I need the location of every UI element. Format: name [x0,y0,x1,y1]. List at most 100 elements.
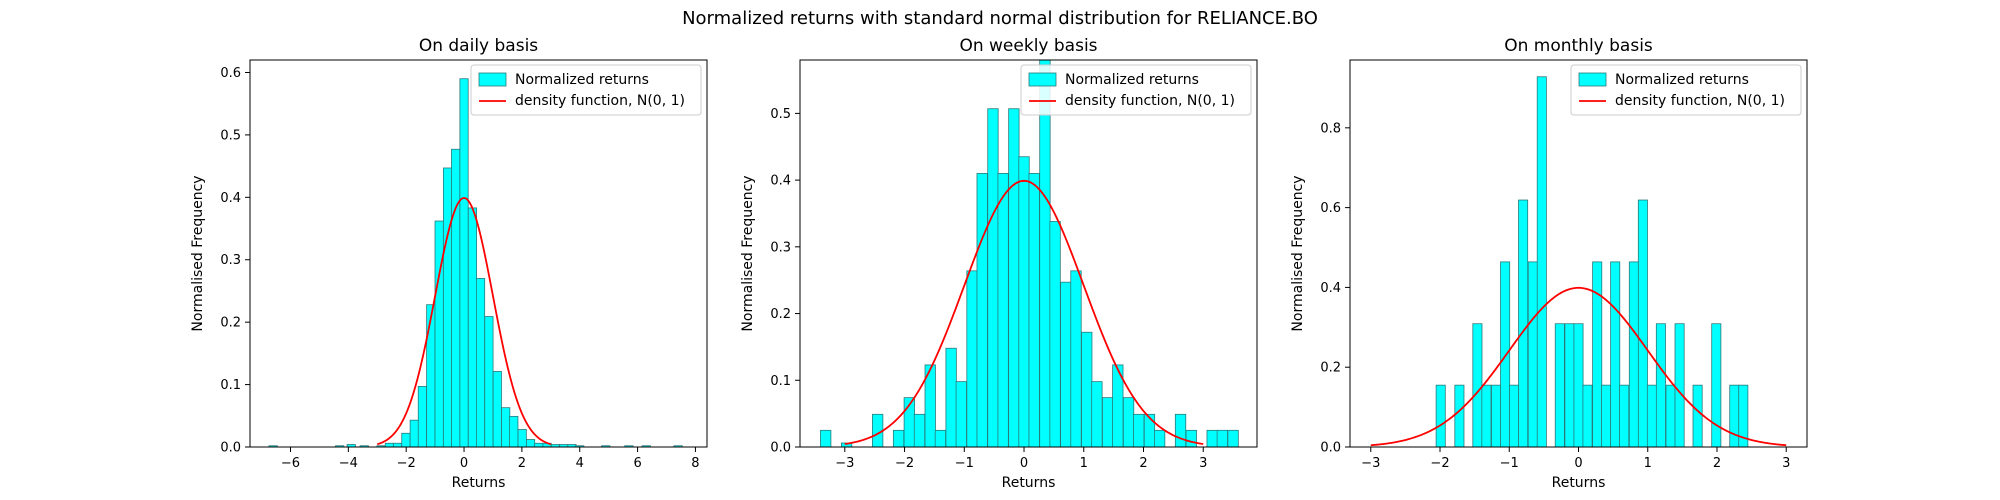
histogram-bar [1472,323,1483,447]
histogram-bar [955,381,967,447]
histogram-bar [1435,384,1446,447]
histogram-bar [1637,199,1648,447]
x-tick-label: −1 [1500,456,1519,471]
legend-box [470,64,702,116]
histogram-bar [1729,384,1740,447]
histogram-bar [1049,221,1061,447]
histogram-bar [1619,384,1630,447]
y-tick-label: 0.8 [1320,121,1341,136]
histogram-bar [924,364,936,447]
histogram-bar [624,445,634,447]
histogram-bar [1592,261,1603,447]
density-curve [1370,286,1787,447]
y-tick-label: 0.5 [220,128,241,143]
histogram-bar [966,270,978,447]
x-axis-label: Returns [1002,475,1056,491]
x-tick-label: −6 [281,456,300,471]
x-tick-label: −4 [339,456,358,471]
subplot-title: On monthly basis [1504,36,1653,56]
histogram-bar [1646,384,1657,447]
histogram-bar [1655,323,1666,447]
histogram-bar [509,416,519,447]
histogram-bar [1070,270,1082,447]
histogram-bar [1206,429,1218,447]
x-tick-label: −2 [895,456,914,471]
histogram-bar [1711,323,1722,447]
y-tick-label: 0.3 [220,253,241,268]
histogram-bar [1039,60,1051,447]
histogram-bar [673,445,683,447]
legend-swatch-bar [1578,72,1607,87]
histogram-bar [892,429,905,447]
x-tick-label: 4 [576,456,584,471]
histogram-bar [346,444,356,447]
legend-label-density: density function, N(0, 1) [1065,93,1235,109]
y-tick-label: 0.6 [1320,201,1341,216]
histogram-bar [434,220,444,447]
histogram-bar [1154,429,1166,447]
x-tick-label: −1 [955,456,974,471]
histogram-bar [401,432,411,447]
histogram-bar [1509,384,1520,447]
histogram-bar [1500,261,1511,447]
x-tick-label: 6 [633,456,641,471]
subplot-title: On weekly basis [959,36,1097,56]
histogram-bar [392,442,403,447]
histogram-bar [492,371,502,447]
y-axis-label: Normalised Frequency [190,175,206,331]
histogram-bar [1554,323,1565,447]
histogram-bar [1454,384,1465,447]
histogram-bar [501,407,511,447]
x-tick-label: 3 [1782,456,1790,471]
x-tick-label: 0 [1020,456,1028,471]
y-tick-label: 0.1 [770,374,791,389]
histogram-bar [1081,331,1093,447]
x-tick-label: −3 [835,456,854,471]
histogram-bar [1133,413,1145,447]
histogram-bar [268,445,278,447]
legend-label-histogram: Normalized returns [515,72,649,88]
x-axis-label: Returns [1552,475,1606,491]
axes-frame [249,59,708,448]
x-tick-label: 1 [1080,456,1088,471]
histogram-bars [820,60,1239,447]
histogram-bar [1143,413,1156,447]
histogram-bar [641,445,651,447]
y-tick-label: 0.0 [770,441,791,456]
histogram-bar [1564,323,1575,447]
histogram-bar [997,173,1009,447]
histogram-bar [1601,384,1612,447]
histogram-bar [1122,397,1135,447]
subplot-title: On daily basis [419,36,538,56]
legend-label-histogram: Normalized returns [1615,72,1749,88]
histogram-bar [601,445,611,447]
y-tick-label: 0.5 [770,107,791,122]
x-tick-label: 3 [1199,456,1207,471]
x-tick-label: −2 [397,456,416,471]
histogram-bar [1216,429,1228,447]
histogram-bar [1491,384,1502,447]
y-axis-label: Normalised Frequency [740,175,756,331]
legend: Normalized returns density function, N(0,… [470,64,702,116]
histogram-bar [526,439,536,447]
figure-suptitle: Normalized returns with standard normal … [682,8,1318,29]
histogram-bar [1185,429,1197,447]
histogram-bar [913,413,926,447]
histogram-bar [934,429,947,447]
legend: Normalized returns density function, N(0,… [1570,64,1802,116]
histogram-bar [1091,381,1103,447]
histogram-bar [575,445,585,447]
histogram-bar [359,445,369,447]
legend-label-histogram: Normalized returns [1065,72,1199,88]
legend-label-density: density function, N(0, 1) [515,93,685,109]
histogram-bar [987,108,999,447]
histogram-bar [1018,156,1030,447]
histogram-bar [1665,384,1676,447]
y-tick-label: 0.2 [770,307,791,322]
density-curve [377,197,552,446]
x-axis-label: Returns [452,475,506,491]
y-tick-label: 0.6 [220,66,241,81]
histogram-bar [1174,413,1187,447]
histogram-bar [976,173,988,447]
y-tick-label: 0.1 [220,378,241,393]
